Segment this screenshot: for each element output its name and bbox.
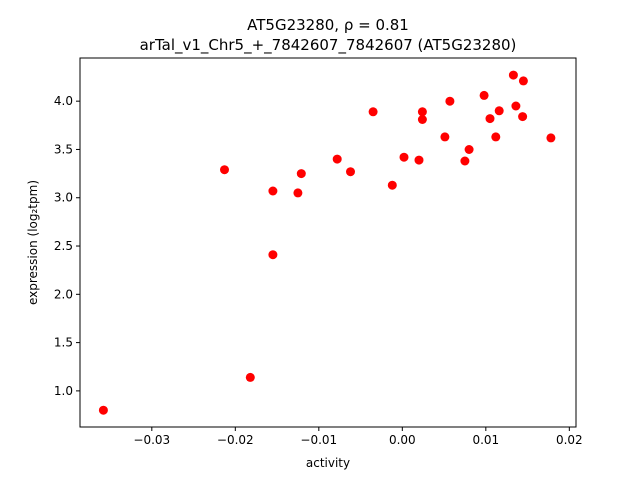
axis-ticks: −0.03 −0.02 −0.01 0.00 0.01 0.02 1.0 1.5 2.0 2.5 3… [54, 94, 583, 447]
y-tick-label-5: 3.5 [54, 142, 73, 156]
y-tick-label-6: 4.0 [54, 94, 73, 108]
data-point-8 [346, 167, 355, 177]
x-axis-label: activity [306, 456, 350, 470]
x-tick-label-3: 0.00 [389, 433, 416, 447]
y-tick-label-2: 2.0 [54, 287, 73, 301]
data-point-9 [368, 107, 378, 117]
y-tick-label-3: 2.5 [54, 239, 73, 253]
data-point-7 [332, 154, 342, 164]
data-point-18 [464, 145, 474, 154]
data-point-13 [417, 115, 427, 124]
data-point-20 [485, 114, 495, 124]
data-point-3 [220, 165, 229, 175]
data-point-1 [245, 372, 255, 382]
data-point-23 [508, 70, 518, 80]
data-point-16 [445, 96, 455, 106]
y-tick-label-1: 1.5 [54, 336, 73, 350]
x-tick-label-0: −0.03 [133, 433, 170, 447]
y-tick-label-4: 3.0 [54, 191, 73, 205]
plot-area-frame [79, 57, 577, 428]
chart-title-line1: AT5G23280, ρ = 0.81 [247, 16, 409, 34]
data-point-0 [98, 405, 108, 415]
x-tick-label-5: 0.02 [556, 433, 583, 447]
chart-title-line2: arTal_v1_Chr5_+_7842607_7842607 (AT5G232… [140, 36, 517, 55]
data-points [98, 70, 556, 415]
data-point-6 [296, 169, 306, 179]
data-point-2 [268, 250, 278, 260]
data-point-24 [511, 101, 521, 111]
data-point-10 [387, 180, 397, 190]
data-point-5 [293, 188, 303, 198]
data-point-15 [440, 132, 450, 142]
x-tick-label-4: 0.01 [472, 433, 499, 447]
y-axis-label: expression (log₂tpm) [26, 180, 40, 305]
data-point-26 [518, 76, 528, 86]
data-point-4 [268, 186, 278, 196]
data-point-14 [417, 107, 427, 117]
data-point-12 [414, 155, 424, 165]
data-point-17 [460, 156, 470, 166]
data-point-27 [546, 133, 556, 143]
x-tick-label-1: −0.02 [217, 433, 254, 447]
data-point-19 [479, 90, 489, 100]
data-point-25 [518, 112, 528, 122]
x-tick-label-2: −0.01 [300, 433, 337, 447]
data-point-21 [491, 132, 501, 142]
y-tick-label-0: 1.0 [54, 384, 73, 398]
data-point-22 [494, 106, 504, 116]
data-point-11 [399, 152, 409, 162]
